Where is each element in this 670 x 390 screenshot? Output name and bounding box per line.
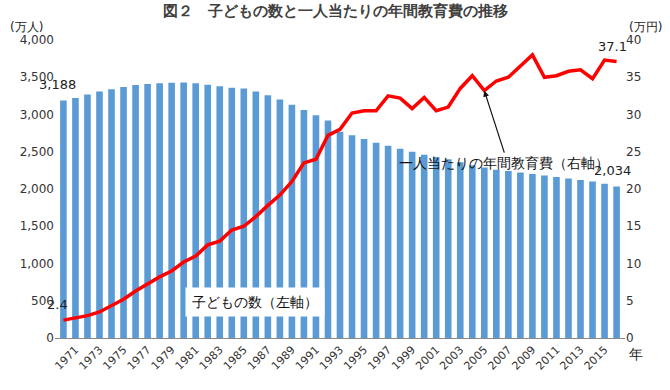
svg-text:37.1: 37.1: [598, 39, 627, 54]
svg-text:2,500: 2,500: [20, 145, 54, 159]
svg-text:一人当たりの年間教育費（右軸）: 一人当たりの年間教育費（右軸）: [399, 155, 609, 171]
svg-text:1993: 1993: [317, 344, 346, 373]
svg-text:1985: 1985: [221, 344, 250, 373]
svg-text:(万円): (万円): [629, 20, 662, 34]
svg-text:40: 40: [626, 33, 641, 47]
svg-text:3,500: 3,500: [20, 70, 54, 84]
svg-text:2,034: 2,034: [594, 163, 631, 178]
svg-text:2.4: 2.4: [47, 297, 68, 312]
svg-text:(万人): (万人): [10, 20, 43, 34]
svg-text:1995: 1995: [341, 344, 370, 373]
svg-text:1997: 1997: [365, 344, 394, 373]
svg-text:3,000: 3,000: [20, 108, 54, 122]
svg-text:子どもの数（左軸）: 子どもの数（左軸）: [192, 294, 318, 310]
svg-text:年: 年: [629, 346, 643, 362]
svg-text:1975: 1975: [101, 344, 130, 373]
svg-text:1,000: 1,000: [20, 257, 54, 271]
svg-text:1983: 1983: [197, 344, 226, 373]
svg-text:2011: 2011: [533, 344, 562, 373]
svg-text:0: 0: [626, 331, 634, 345]
svg-text:2015: 2015: [582, 344, 611, 373]
svg-text:1979: 1979: [149, 344, 178, 373]
svg-text:35: 35: [626, 70, 641, 84]
svg-text:2009: 2009: [509, 344, 538, 373]
svg-text:30: 30: [626, 108, 641, 122]
svg-text:1981: 1981: [173, 344, 202, 373]
svg-text:15: 15: [626, 219, 641, 233]
svg-text:1977: 1977: [125, 344, 154, 373]
svg-text:3,188: 3,188: [39, 77, 76, 92]
svg-text:1991: 1991: [293, 344, 322, 373]
svg-text:10: 10: [626, 257, 641, 271]
svg-text:図２ 子どもの数と一人当たりの年間教育費の推移: 図２ 子どもの数と一人当たりの年間教育費の推移: [163, 2, 508, 20]
svg-text:5: 5: [626, 294, 634, 308]
svg-text:2013: 2013: [558, 344, 587, 373]
svg-text:4,000: 4,000: [20, 33, 54, 47]
svg-text:20: 20: [626, 182, 641, 196]
svg-text:2005: 2005: [461, 344, 490, 373]
svg-text:1973: 1973: [77, 344, 106, 373]
svg-text:500: 500: [31, 294, 54, 308]
svg-text:2003: 2003: [437, 344, 466, 373]
svg-text:1989: 1989: [269, 344, 298, 373]
svg-text:2001: 2001: [413, 344, 442, 373]
svg-text:1999: 1999: [389, 344, 418, 373]
svg-text:0: 0: [46, 331, 54, 345]
svg-text:1,500: 1,500: [20, 219, 54, 233]
svg-text:2,000: 2,000: [20, 182, 54, 196]
svg-text:1987: 1987: [245, 344, 274, 373]
svg-text:25: 25: [626, 145, 641, 159]
svg-text:1971: 1971: [52, 344, 81, 373]
svg-text:2007: 2007: [485, 344, 514, 373]
